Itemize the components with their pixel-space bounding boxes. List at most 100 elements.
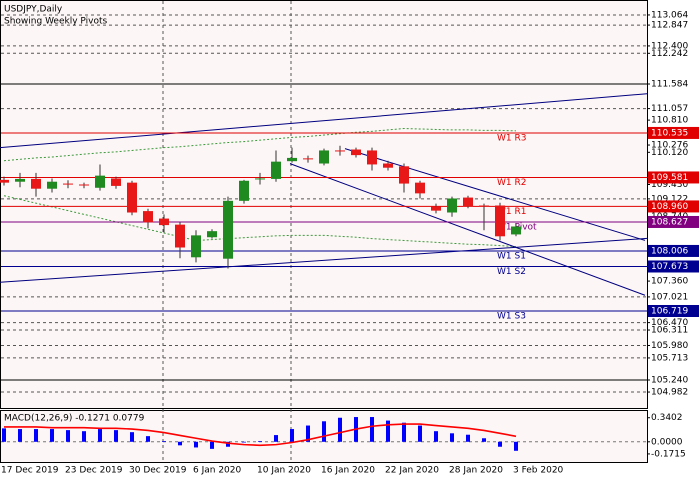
y-tick-label: 107.021: [651, 292, 688, 302]
candle-body: [223, 200, 233, 259]
pivot-box: [648, 244, 699, 257]
macd-bar: [482, 438, 486, 442]
macd-bar: [258, 441, 262, 442]
y-tick-label: 105.240: [651, 376, 688, 386]
pivot-value-label: 107.673: [651, 262, 688, 272]
pivot-value-label: 110.535: [651, 128, 688, 138]
candle-body: [495, 205, 505, 237]
candle-body: [127, 182, 137, 213]
candle-body: [159, 218, 169, 226]
macd-y-tick-label: 0.0000: [651, 437, 683, 447]
pivot-value-label: 108.006: [651, 246, 688, 256]
candle-body: [335, 150, 345, 152]
pivot-name: W1 R1: [497, 207, 526, 217]
macd-bar: [498, 441, 502, 447]
pivot-name: W1 R3: [497, 133, 526, 143]
main-plot: [0, 0, 648, 409]
macd-bar: [402, 422, 406, 442]
macd-bar: [322, 421, 326, 442]
macd-bar: [114, 430, 118, 442]
envelope-line: [3, 128, 517, 162]
pivot-name: W1 S2: [497, 267, 526, 277]
x-tick-label: 22 Jan 2020: [385, 466, 439, 476]
y-tick-label: 109.122: [651, 194, 688, 204]
macd-bar: [306, 425, 310, 442]
macd-bar: [210, 441, 214, 449]
y-tick-label: 110.276: [651, 141, 688, 151]
macd-bar: [386, 420, 390, 442]
x-tick-label: 23 Dec 2019: [65, 466, 123, 476]
macd-bar: [66, 430, 70, 442]
macd-bar: [418, 425, 422, 442]
candle-body: [143, 211, 153, 223]
candle-body: [383, 163, 393, 168]
pivot-box: [648, 171, 699, 184]
x-tick-label: 16 Jan 2020: [321, 466, 375, 476]
trendline: [0, 93, 648, 149]
pivot-value-label: 108.627: [651, 217, 688, 227]
candle-body: [31, 178, 41, 189]
candle-body: [15, 178, 25, 182]
x-tick-label: 10 Jan 2020: [257, 466, 311, 476]
macd-bar: [290, 429, 294, 442]
y-tick-label: 105.980: [651, 341, 688, 351]
candle-body: [511, 226, 521, 235]
pivot-name: W1 S3: [497, 311, 526, 321]
macd-bar: [34, 429, 38, 442]
envelope-line: [3, 195, 517, 248]
macd-bar: [130, 432, 134, 442]
trendline: [344, 148, 646, 241]
macd-bar: [370, 417, 374, 442]
pivot-name: W1 R2: [497, 178, 526, 188]
pivot-value-label: 109.581: [651, 173, 688, 183]
chart-subtitle: Showing Weekly Pivots: [4, 17, 107, 27]
macd-bar: [338, 417, 342, 442]
macd-bar: [178, 441, 182, 446]
trendline: [0, 237, 648, 283]
y-tick-label: 111.057: [651, 104, 688, 114]
y-tick-label: 110.120: [651, 148, 688, 158]
macd-bar: [146, 436, 150, 442]
macd-bar: [514, 441, 518, 451]
y-tick-label: 104.982: [651, 388, 688, 398]
macd-bar: [434, 431, 438, 442]
y-tick-label: 113.064: [651, 10, 688, 20]
candle-body: [367, 150, 377, 165]
x-tick-label: 28 Jan 2020: [449, 466, 503, 476]
y-tick-label: 107.360: [651, 277, 688, 287]
candle-body: [319, 150, 329, 164]
x-tick-label: 30 Dec 2019: [129, 466, 187, 476]
candle-body: [63, 183, 73, 185]
macd-bar: [226, 441, 230, 447]
pivot-value-label: 108.960: [651, 202, 688, 212]
candle-body: [479, 205, 489, 207]
macd-bar: [98, 429, 102, 442]
y-tick-label: 106.470: [651, 318, 688, 328]
y-tick-label: 105.713: [651, 353, 688, 363]
macd-bar: [450, 433, 454, 442]
pivot-value-label: 106.719: [651, 306, 688, 316]
x-tick-label: 6 Jan 2020: [193, 466, 241, 476]
candle-body: [415, 182, 425, 194]
candle-body: [95, 175, 105, 188]
macd-bar: [274, 435, 278, 442]
candle-body: [111, 178, 121, 186]
pivot-box: [648, 260, 699, 273]
macd-signal: [4, 423, 517, 447]
y-tick-label: 112.242: [651, 49, 688, 59]
pivot-box: [648, 215, 699, 228]
pivot-box: [648, 200, 699, 213]
y-tick-label: 111.584: [651, 80, 688, 90]
pivot-box: [648, 304, 699, 317]
candle-body: [79, 184, 89, 186]
candle-body: [271, 161, 281, 179]
macd-bar: [466, 434, 470, 442]
candle-body: [191, 235, 201, 258]
candle-body: [239, 180, 249, 201]
candle-body: [463, 197, 473, 207]
candle-body: [255, 178, 265, 180]
trendline: [289, 163, 646, 296]
